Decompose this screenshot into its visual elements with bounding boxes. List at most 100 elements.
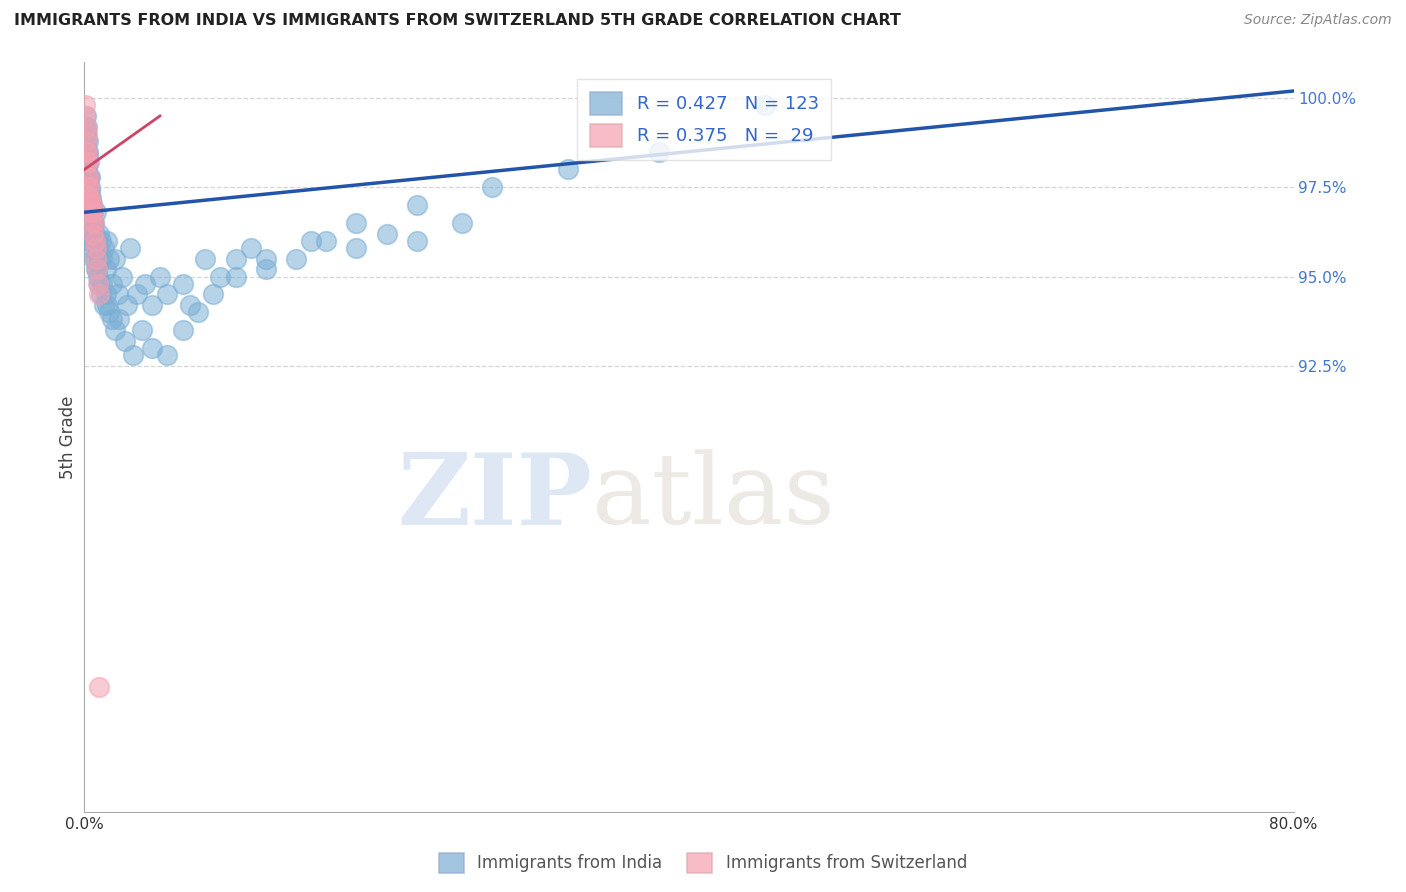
Point xyxy=(225,252,247,266)
Point xyxy=(76,127,98,141)
Point xyxy=(79,180,101,194)
Point xyxy=(481,180,503,194)
Point xyxy=(75,109,97,123)
Point xyxy=(82,227,104,241)
Point xyxy=(82,216,104,230)
Point xyxy=(75,145,97,159)
Point xyxy=(96,298,118,312)
Point xyxy=(75,145,97,159)
Text: ZIP: ZIP xyxy=(398,449,592,546)
Point xyxy=(83,252,105,266)
Point xyxy=(91,252,114,266)
Point xyxy=(108,312,131,326)
Point xyxy=(76,155,98,169)
Point xyxy=(451,216,474,230)
Point xyxy=(80,216,103,230)
Point xyxy=(172,277,194,291)
Point xyxy=(131,323,153,337)
Point xyxy=(187,305,209,319)
Point xyxy=(75,180,97,194)
Point xyxy=(76,145,98,159)
Point xyxy=(80,205,103,219)
Point xyxy=(76,120,98,134)
Point xyxy=(77,180,100,194)
Point xyxy=(75,109,97,123)
Point xyxy=(75,152,97,166)
Legend: Immigrants from India, Immigrants from Switzerland: Immigrants from India, Immigrants from S… xyxy=(432,847,974,880)
Point xyxy=(77,216,100,230)
Point xyxy=(75,169,97,184)
Point xyxy=(194,252,217,266)
Point xyxy=(299,234,322,248)
Point xyxy=(87,277,110,291)
Point xyxy=(79,184,101,198)
Point xyxy=(100,277,122,291)
Point xyxy=(80,198,103,212)
Point xyxy=(346,216,368,230)
Point xyxy=(127,287,149,301)
Point xyxy=(82,205,104,219)
Point xyxy=(82,216,104,230)
Point xyxy=(77,145,100,159)
Point xyxy=(80,198,103,212)
Point xyxy=(104,252,127,266)
Point xyxy=(80,227,103,241)
Point xyxy=(96,234,118,248)
Point xyxy=(76,145,98,159)
Point xyxy=(86,262,108,277)
Point xyxy=(77,169,100,184)
Point xyxy=(93,298,115,312)
Point xyxy=(77,205,100,219)
Point xyxy=(86,252,108,266)
Point xyxy=(172,323,194,337)
Point xyxy=(84,241,107,255)
Point xyxy=(82,216,104,230)
Point xyxy=(121,348,143,362)
Point xyxy=(100,312,122,326)
Point xyxy=(86,262,108,277)
Point xyxy=(76,177,98,191)
Legend: R = 0.427   N = 123, R = 0.375   N =  29: R = 0.427 N = 123, R = 0.375 N = 29 xyxy=(576,79,831,160)
Point xyxy=(76,155,98,169)
Point xyxy=(80,198,103,212)
Point xyxy=(315,234,337,248)
Point xyxy=(76,198,98,212)
Point xyxy=(86,234,108,248)
Point xyxy=(76,148,98,162)
Point xyxy=(84,234,107,248)
Point xyxy=(76,205,98,219)
Point xyxy=(83,216,105,230)
Point xyxy=(76,227,98,241)
Point xyxy=(86,252,108,266)
Point xyxy=(118,241,141,255)
Point xyxy=(94,287,117,301)
Point xyxy=(90,234,112,248)
Point xyxy=(77,223,100,237)
Point xyxy=(104,323,127,337)
Point xyxy=(91,277,114,291)
Point xyxy=(84,234,107,248)
Point xyxy=(77,180,100,194)
Point xyxy=(77,180,100,194)
Point xyxy=(82,205,104,219)
Point xyxy=(80,205,103,219)
Text: atlas: atlas xyxy=(592,450,835,545)
Point xyxy=(79,198,101,212)
Point xyxy=(77,191,100,205)
Point xyxy=(754,98,776,112)
Point xyxy=(648,145,671,159)
Point xyxy=(76,134,98,148)
Point xyxy=(94,262,117,277)
Point xyxy=(76,169,98,184)
Point xyxy=(90,287,112,301)
Point xyxy=(82,205,104,219)
Point xyxy=(239,241,262,255)
Point xyxy=(82,241,104,255)
Point xyxy=(134,277,156,291)
Point xyxy=(225,269,247,284)
Point xyxy=(75,155,97,169)
Point xyxy=(97,305,120,319)
Point xyxy=(75,120,97,134)
Point xyxy=(75,162,97,177)
Point xyxy=(179,298,201,312)
